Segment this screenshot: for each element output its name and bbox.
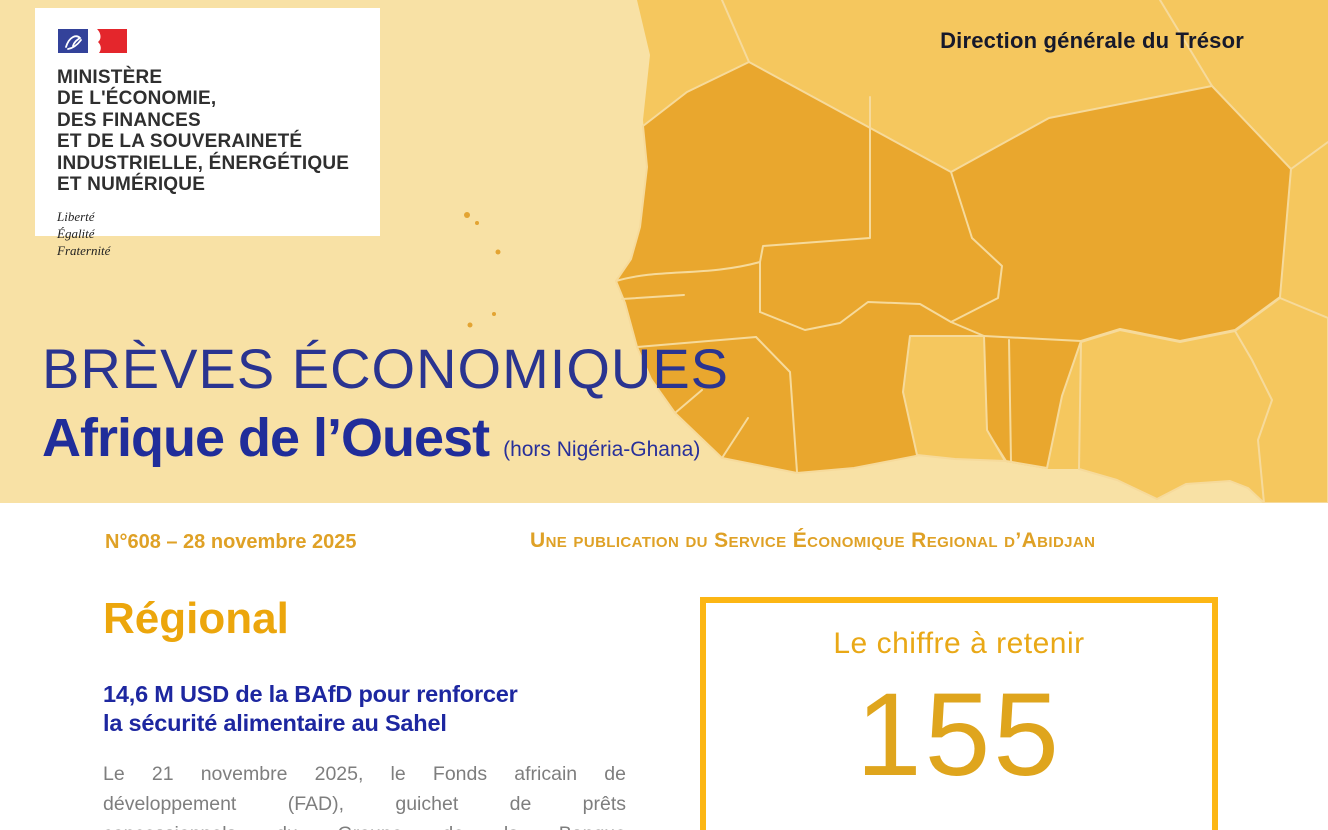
french-flag-icon [58,29,127,53]
motto-line: Fraternité [57,242,111,258]
issue-number-date: N°608 – 28 novembre 2025 [105,531,357,553]
publication-credit: Une publication du Service Économique Re… [530,529,1096,552]
ministry-name-line: INDUSTRIELLE, ÉNERGÉTIQUE [57,152,350,174]
article-body-line: Le 21 novembre 2025, le Fonds africain d… [103,763,626,785]
headline-line: la sécurité alimentaire au Sahel [103,710,447,737]
title-block: BRÈVES ÉCONOMIQUES Afrique de l’Ouest (h… [42,341,729,469]
newsletter-title: BRÈVES ÉCONOMIQUES [42,337,730,400]
key-figure-box: Le chiffre à retenir 155 [700,597,1218,830]
section-title: Régional [103,594,289,643]
ministry-name-line: ET NUMÉRIQUE [57,174,206,196]
motto-line: Liberté [57,208,95,224]
publication-band: N°608 – 28 novembre 2025 Une publication… [0,503,1328,575]
article-headline: 14,6 M USD de la BAfD pour renforcer la … [103,680,643,739]
agency-label: Direction générale du Trésor [940,28,1244,53]
ministry-motto: Liberté Égalité Fraternité [57,209,370,260]
newsletter-subtitle: Afrique de l’Ouest [42,408,490,468]
ministry-name-line: MINISTÈRE [57,67,163,88]
headline-line: 14,6 M USD de la BAfD pour renforcer [103,681,518,707]
motto-line: Égalité [57,225,95,241]
article-body-line: développement (FAD), guichet de prêts [103,793,626,815]
key-figure-value: 155 [856,669,1062,801]
key-figure-label: Le chiffre à retenir [833,627,1085,660]
ministry-name-line: DES FINANCES [57,109,201,131]
newsletter-subtitle-note: (hors Nigéria-Ghana) [503,438,701,461]
ministry-logo-block: MINISTÈRE DE L'ÉCONOMIE, DES FINANCES ET… [35,8,380,258]
ministry-name: MINISTÈRE DE L'ÉCONOMIE, DES FINANCES ET… [57,67,370,196]
ministry-name-line: DE L'ÉCONOMIE, [57,88,217,110]
article-body-line: concessionnels du Groupe de la Banque [103,819,626,830]
banner: MINISTÈRE DE L'ÉCONOMIE, DES FINANCES ET… [0,0,1328,503]
ministry-name-line: ET DE LA SOUVERAINETÉ [57,131,303,153]
west-africa-map [464,0,1328,503]
article-body: Le 21 novembre 2025, le Fonds africain d… [103,759,626,830]
